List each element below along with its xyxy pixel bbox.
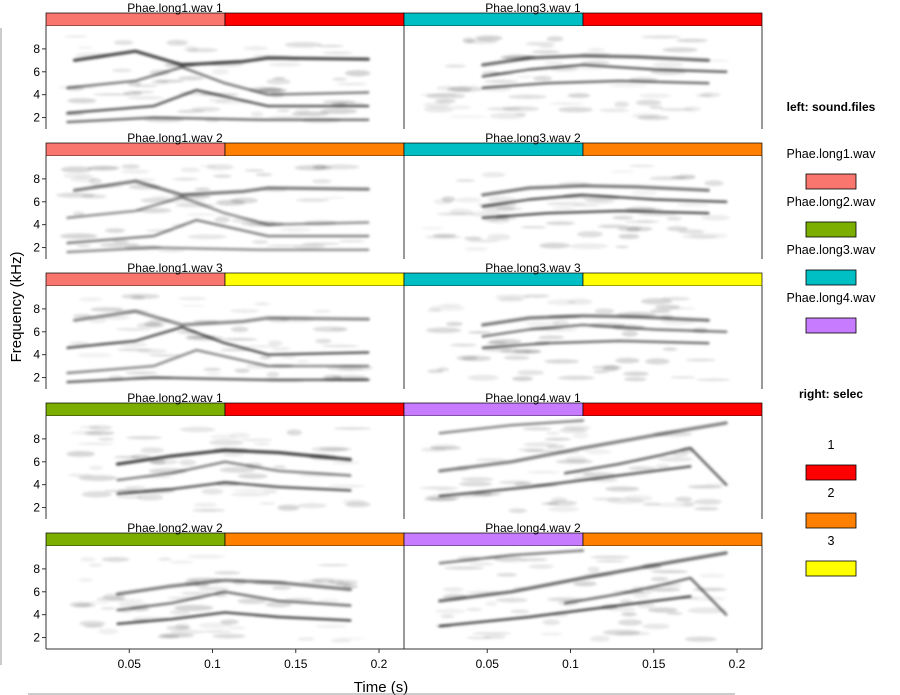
y-tick-label: 8	[33, 42, 40, 56]
panel-title: Phae.long1.wav 2	[127, 131, 223, 145]
x-tick-label: 0.1	[204, 657, 221, 671]
panels-layer: Phae.long1.wav 1 2 4 6 8 Phae.long3.wav 1 Phae…	[33, 1, 763, 671]
legend-label: Phae.long4.wav	[787, 291, 877, 305]
spectrogram-texture	[434, 549, 728, 642]
y-tick-label: 2	[33, 111, 40, 125]
y-tick-label: 4	[33, 88, 40, 102]
selec-color-bar	[224, 272, 405, 287]
legend-swatch	[805, 317, 857, 334]
y-tick-label: 8	[33, 562, 40, 576]
panel-title: Phae.long1.wav 3	[127, 261, 223, 275]
legend-title: left: sound.files	[787, 100, 876, 114]
legend-group: right: selec 1 2 3	[799, 387, 863, 577]
selec-color-bar	[224, 12, 405, 27]
y-tick-label: 2	[33, 371, 40, 385]
panel-title: Phae.long2.wav 2	[127, 521, 223, 535]
plot-area	[46, 26, 404, 129]
selec-color-bar	[582, 532, 763, 547]
legend-title: right: selec	[799, 387, 863, 401]
selec-color-bar	[582, 402, 763, 417]
legend-swatch	[805, 269, 857, 286]
selec-color-bar	[224, 402, 405, 417]
selec-color-bar	[582, 142, 763, 157]
y-tick-label: 6	[33, 195, 40, 209]
plot-area	[46, 286, 404, 389]
spectrogram-panel: Phae.long3.wav 2	[403, 131, 763, 259]
y-tick-label: 2	[33, 241, 40, 255]
legend-swatch	[805, 221, 857, 238]
y-tick-label: 4	[33, 478, 40, 492]
panel-title: Phae.long1.wav 1	[127, 1, 223, 15]
legend-label: 2	[828, 486, 835, 500]
plot-area	[46, 156, 404, 259]
spectrogram-texture	[419, 419, 730, 513]
y-tick-label: 6	[33, 585, 40, 599]
y-tick-label: 2	[33, 501, 40, 515]
spectrogram-texture	[425, 294, 731, 382]
legend-swatch	[805, 512, 857, 529]
legend: left: sound.files Phae.long1.wav Phae.long…	[787, 100, 877, 577]
x-tick-label: 0.2	[371, 657, 388, 671]
y-tick-label: 8	[33, 432, 40, 446]
spectrogram-panel: Phae.long4.wav 2 0.05 0.1 0.15 0.2	[403, 521, 763, 671]
legend-label: Phae.long1.wav	[787, 147, 877, 161]
y-tick-label: 2	[33, 631, 40, 645]
y-tick-label: 6	[33, 325, 40, 339]
legend-label: 1	[828, 438, 835, 452]
x-tick-label: 0.05	[476, 657, 500, 671]
spectrogram-panel: Phae.long4.wav 1	[403, 391, 763, 519]
y-tick-label: 8	[33, 302, 40, 316]
x-tick-label: 0.1	[562, 657, 579, 671]
spectrogram-texture	[69, 554, 366, 643]
spectrogram-panel: Phae.long1.wav 1 2 4 6 8	[33, 1, 405, 129]
spectrogram-panel: Phae.long1.wav 3 2 4 6 8	[33, 261, 405, 389]
y-tick-label: 6	[33, 455, 40, 469]
spectrogram-panel: Phae.long3.wav 1	[403, 1, 763, 129]
spectrogram-texture	[66, 293, 374, 384]
spectrogram-panel: Phae.long2.wav 1 2 4 6 8	[33, 391, 405, 519]
spectrogram-texture	[58, 35, 371, 124]
panel-title: Phae.long2.wav 1	[127, 391, 223, 405]
y-tick-label: 8	[33, 172, 40, 186]
legend-label: Phae.long3.wav	[787, 243, 877, 257]
x-axis-label: Time (s)	[354, 679, 408, 695]
selec-color-bar	[582, 12, 763, 27]
spectrogram-texture	[420, 35, 730, 121]
x-tick-label: 0.05	[118, 657, 142, 671]
spectrogram-texture	[421, 164, 730, 252]
y-tick-label: 4	[33, 608, 40, 622]
panel-title: Phae.long3.wav 2	[485, 131, 581, 145]
x-tick-label: 0.15	[642, 657, 666, 671]
panel-title: Phae.long4.wav 1	[485, 391, 581, 405]
panel-title: Phae.long3.wav 3	[485, 261, 581, 275]
y-axis-label: Frequency (kHz)	[8, 252, 25, 363]
legend-swatch	[805, 464, 857, 481]
legend-label: 3	[828, 534, 835, 548]
legend-swatch	[805, 173, 857, 190]
y-tick-label: 4	[33, 348, 40, 362]
plot-area	[404, 156, 762, 259]
legend-group: left: sound.files Phae.long1.wav Phae.long…	[787, 100, 877, 334]
y-tick-label: 4	[33, 218, 40, 232]
selec-color-bar	[224, 142, 405, 157]
panel-title: Phae.long3.wav 1	[485, 1, 581, 15]
plot-area	[404, 26, 762, 129]
spectrogram-texture	[66, 425, 372, 512]
spectrogram-panel: Phae.long1.wav 2 2 4 6 8	[33, 131, 405, 259]
spectrogram-panel: Phae.long3.wav 3	[403, 261, 763, 389]
legend-swatch	[805, 560, 857, 577]
y-tick-label: 6	[33, 65, 40, 79]
spectrogram-panel: Phae.long2.wav 2 2 4 6 8 0.05 0.1 0.15 0.2	[33, 521, 405, 671]
plot-area	[46, 546, 404, 649]
selec-color-bar	[582, 272, 763, 287]
spectrogram-texture	[56, 164, 370, 254]
x-tick-label: 0.15	[284, 657, 308, 671]
selec-color-bar	[224, 532, 405, 547]
legend-label: Phae.long2.wav	[787, 195, 877, 209]
x-tick-label: 0.2	[729, 657, 746, 671]
panel-title: Phae.long4.wav 2	[485, 521, 581, 535]
